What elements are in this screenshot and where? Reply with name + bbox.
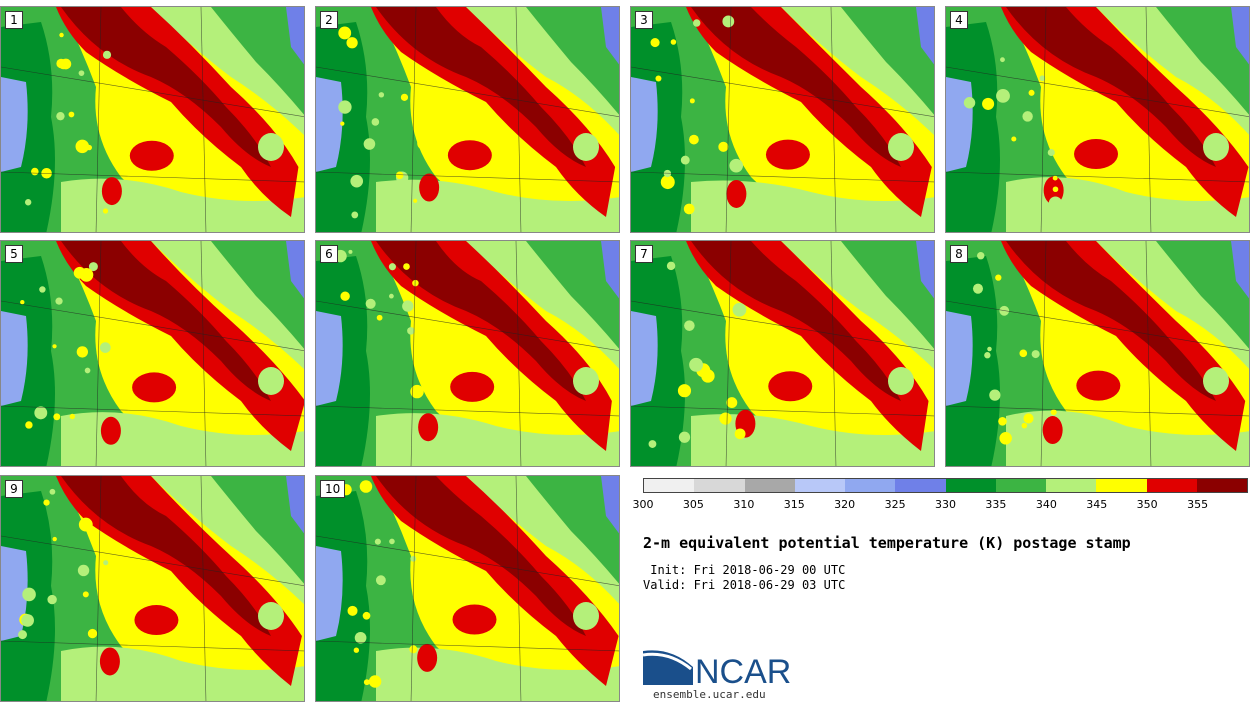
member-label: 8 [950, 245, 968, 263]
logo-wordmark: NCAR [695, 653, 791, 687]
ncar-swoosh-icon: NCAR [642, 650, 791, 691]
map-image [316, 7, 619, 232]
ncar-logo: NCAR [642, 645, 793, 700]
map-panel-1: 1 [0, 6, 305, 233]
colorbar-tick-labels: 300 305 310 315 320 325 330 335 340 345 350 355 [633, 498, 1248, 514]
map-panel-7: 7 [630, 240, 935, 467]
colorbar-segment [945, 479, 996, 492]
member-label: 10 [320, 480, 346, 498]
member-label: 2 [320, 11, 338, 29]
member-label: 6 [320, 245, 338, 263]
colorbar-segment [1196, 479, 1247, 492]
map-image [946, 241, 1249, 466]
map-panel-6: 6 [315, 240, 620, 467]
map-panel-5: 5 [0, 240, 305, 467]
map-panel-10: 10 [315, 475, 620, 702]
colorbar-tick-label: 345 [1086, 498, 1108, 511]
map-image [1, 241, 304, 466]
colorbar [643, 478, 1248, 493]
colorbar-segment [1046, 479, 1097, 492]
logo-url: ensemble.ucar.edu [653, 688, 766, 701]
map-image [631, 241, 934, 466]
map-image [316, 476, 619, 701]
map-panel-3: 3 [630, 6, 935, 233]
colorbar-segment [794, 479, 845, 492]
valid-time: Valid: Fri 2018-06-29 03 UTC [643, 578, 846, 592]
colorbar-tick-label: 310 [733, 498, 755, 511]
map-panel-8: 8 [945, 240, 1250, 467]
colorbar-segment [895, 479, 946, 492]
colorbar-tick-label: 350 [1136, 498, 1158, 511]
map-image [946, 7, 1249, 232]
colorbar-tick-label: 355 [1187, 498, 1209, 511]
map-image [1, 7, 304, 232]
colorbar-tick-label: 300 [632, 498, 654, 511]
member-label: 1 [5, 11, 23, 29]
member-label: 7 [635, 245, 653, 263]
colorbar-tick-label: 340 [1035, 498, 1057, 511]
colorbar-segment [694, 479, 745, 492]
map-image [1, 476, 304, 701]
member-label: 9 [5, 480, 23, 498]
colorbar-tick-label: 330 [935, 498, 956, 511]
colorbar-tick-label: 305 [682, 498, 704, 511]
map-image [631, 7, 934, 232]
colorbar-tick-label: 335 [985, 498, 1007, 511]
colorbar-tick-label: 320 [834, 498, 856, 511]
init-time: Init: Fri 2018-06-29 00 UTC [643, 563, 846, 577]
colorbar-segment [644, 479, 695, 492]
colorbar-segment [845, 479, 896, 492]
member-label: 3 [635, 11, 653, 29]
colorbar-segment [1146, 479, 1197, 492]
member-label: 4 [950, 11, 968, 29]
map-image [316, 241, 619, 466]
map-panel-4: 4 [945, 6, 1250, 233]
colorbar-segment [744, 479, 795, 492]
map-panel-2: 2 [315, 6, 620, 233]
page-title: 2-m equivalent potential temperature (K)… [643, 534, 1131, 552]
member-label: 5 [5, 245, 23, 263]
map-panel-9: 9 [0, 475, 305, 702]
colorbar-tick-label: 325 [884, 498, 906, 511]
colorbar-segment [1096, 479, 1147, 492]
colorbar-tick-label: 315 [783, 498, 805, 511]
colorbar-segment [995, 479, 1046, 492]
